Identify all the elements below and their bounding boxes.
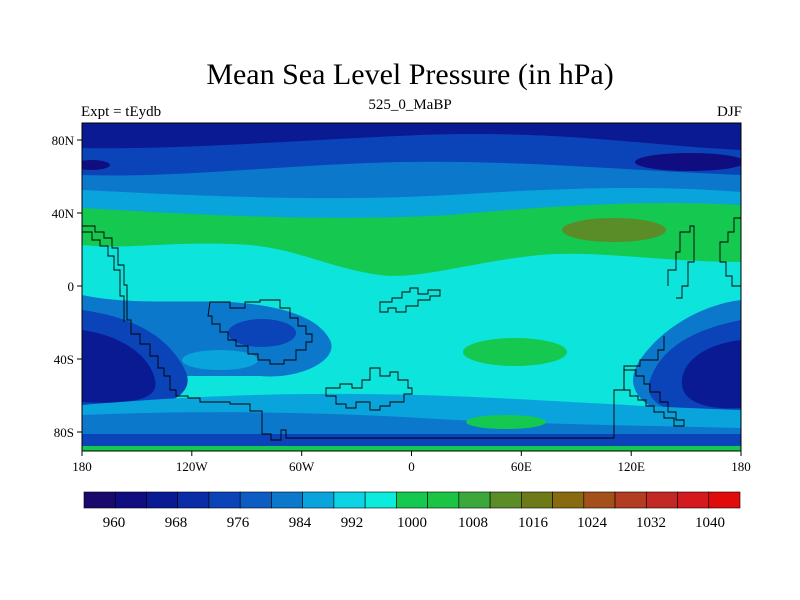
field-asia-high bbox=[562, 218, 666, 242]
field-south-high-indian bbox=[463, 338, 567, 366]
colorbar bbox=[83, 491, 741, 509]
coast-africa-south bbox=[325, 367, 413, 411]
field-south-high-west bbox=[182, 350, 258, 370]
colorbar-box bbox=[583, 491, 616, 509]
colorbar-box bbox=[645, 491, 678, 509]
lon-label-60e: 60E bbox=[511, 459, 532, 474]
colorbar-box bbox=[177, 491, 210, 509]
lon-label-120w: 120W bbox=[176, 459, 209, 474]
field-antarctic-band bbox=[82, 434, 741, 447]
colorbar-box bbox=[708, 491, 741, 509]
colorbar-box bbox=[239, 491, 272, 509]
tick-marks bbox=[77, 139, 742, 456]
colorbar-label-1000: 1000 bbox=[397, 515, 427, 531]
colorbar-box bbox=[396, 491, 428, 509]
colorbar-label-1040: 1040 bbox=[695, 515, 725, 531]
lon-label-180w: 180 bbox=[72, 459, 92, 474]
coast-east-edge bbox=[719, 217, 741, 287]
coast-south-america bbox=[207, 299, 313, 365]
colorbar-label-1008: 1008 bbox=[458, 515, 488, 531]
coast-australia bbox=[623, 369, 685, 427]
colorbar-label-992: 992 bbox=[341, 515, 364, 531]
colorbar-label-976: 976 bbox=[227, 515, 250, 531]
lat-label-80n: 80N bbox=[52, 133, 75, 148]
lon-label-60w: 60W bbox=[289, 459, 315, 474]
field-south-deep-west bbox=[82, 330, 156, 403]
lat-label-40s: 40S bbox=[54, 352, 74, 367]
colorbar-box bbox=[146, 491, 179, 509]
colorbar-box bbox=[427, 491, 460, 509]
colorbar-box bbox=[302, 491, 335, 509]
colorbar-label-984: 984 bbox=[289, 515, 312, 531]
lat-label-0: 0 bbox=[68, 279, 75, 294]
time-label: 525_0_MaBP bbox=[368, 97, 452, 113]
lat-label-40n: 40N bbox=[52, 206, 75, 221]
plot-title: Mean Sea Level Pressure (in hPa) bbox=[206, 58, 614, 91]
field-polar-strip bbox=[82, 446, 741, 451]
pressure-field bbox=[82, 123, 741, 451]
colorbar-label-960: 960 bbox=[103, 515, 126, 531]
colorbar-box bbox=[677, 491, 710, 509]
colorbar-box bbox=[271, 491, 303, 509]
field-south-deep-east bbox=[681, 340, 741, 409]
colorbar-label-1016: 1016 bbox=[518, 515, 549, 531]
colorbar-box bbox=[333, 491, 366, 509]
colorbar-box bbox=[521, 491, 553, 509]
field-south-high-small bbox=[466, 415, 546, 429]
colorbar-label-968: 968 bbox=[165, 515, 188, 531]
colorbar-box bbox=[458, 491, 491, 509]
coast-pacific-island-west bbox=[82, 231, 125, 322]
experiment-label: Expt = tEydb bbox=[81, 104, 162, 120]
coast-north-america bbox=[82, 225, 665, 441]
coastlines bbox=[82, 217, 741, 441]
lon-label-120e: 120E bbox=[617, 459, 645, 474]
lon-label-0: 0 bbox=[408, 459, 415, 474]
colorbar-label-1032: 1032 bbox=[636, 515, 666, 531]
coast-islands-central bbox=[379, 287, 441, 313]
field-arctic-core-west bbox=[82, 160, 110, 170]
colorbar-box bbox=[114, 491, 147, 509]
lon-label-180e: 180 bbox=[731, 459, 751, 474]
colorbar-label-1024: 1024 bbox=[577, 515, 608, 531]
colorbar-box bbox=[83, 491, 116, 509]
coast-east-asia bbox=[667, 225, 695, 299]
season-label: DJF bbox=[716, 104, 742, 120]
colorbar-box bbox=[208, 491, 241, 509]
colorbar-box bbox=[552, 491, 585, 509]
lat-label-80s: 80S bbox=[54, 425, 74, 440]
field-north-deep bbox=[82, 123, 741, 150]
colorbar-box bbox=[489, 491, 522, 509]
colorbar-box bbox=[614, 491, 647, 509]
field-samerica-low bbox=[228, 319, 296, 347]
colorbar-box bbox=[364, 491, 397, 509]
field-arctic-core-east bbox=[635, 153, 741, 171]
